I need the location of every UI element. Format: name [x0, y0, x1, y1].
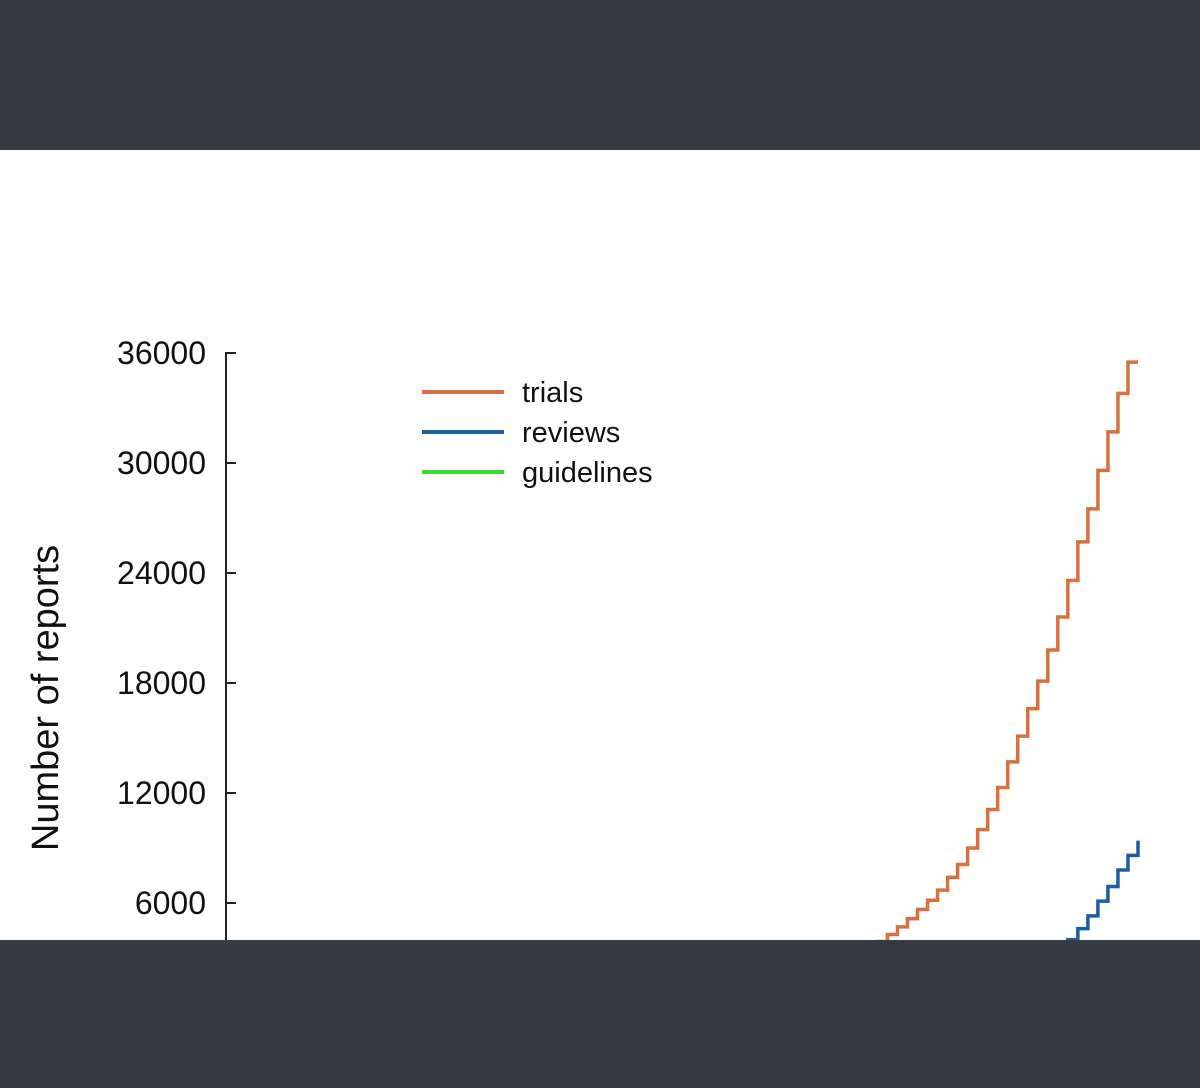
y-axis-title: Number of reports: [25, 545, 67, 851]
legend: trials reviews guidelines: [422, 377, 653, 489]
y-tick-label: 36000: [117, 335, 206, 371]
y-tick-label: 18000: [117, 665, 206, 701]
series-line-reviews: [1066, 840, 1140, 940]
line-chart: 0600012000180002400030000360001940196019…: [25, 335, 1140, 940]
y-tick-label: 6000: [135, 885, 206, 921]
y-tick-label: 12000: [117, 775, 206, 811]
legend-label-guidelines: guidelines: [522, 457, 653, 489]
series-lines: [875, 360, 1140, 940]
axes: [225, 352, 236, 940]
tick-labels: 0600012000180002400030000360001940196019…: [117, 335, 206, 921]
chart-panel: 0600012000180002400030000360001940196019…: [0, 150, 1200, 940]
series-line-trials: [875, 360, 1138, 940]
legend-label-reviews: reviews: [522, 417, 620, 449]
y-tick-label: 24000: [117, 555, 206, 591]
legend-label-trials: trials: [522, 377, 583, 409]
y-tick-label: 30000: [117, 445, 206, 481]
